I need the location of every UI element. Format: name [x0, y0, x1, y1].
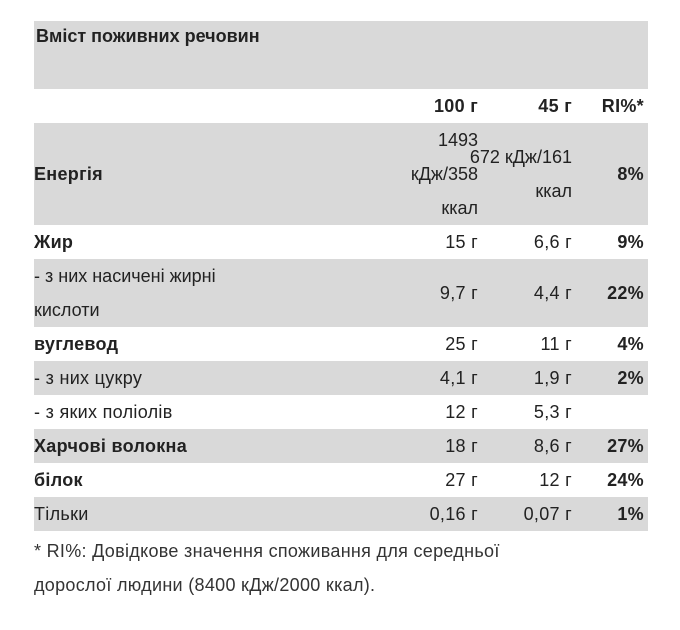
table-title: Вміст поживних речовин: [36, 26, 260, 46]
row-label: Енергія: [34, 164, 103, 184]
row-label: - з яких поліолів: [34, 402, 173, 422]
row-ri: 1%: [617, 504, 644, 524]
footnote-line2: дорослої людини (8400 кДж/2000 ккал).: [34, 575, 376, 595]
row-value-100g: 18 г: [445, 436, 478, 456]
row-value-45g: 12 г: [539, 470, 572, 490]
table-row-salt: Тільки 0,16 г 0,07 г 1%: [34, 497, 648, 531]
row-value-100g: 4,1 г: [439, 368, 478, 388]
row-label: Тільки: [34, 504, 89, 524]
row-value-45g: 1,9 г: [533, 368, 572, 388]
row-ri: 27%: [607, 436, 644, 456]
row-value-100g: 12 г: [445, 402, 478, 422]
row-ri: 24%: [607, 470, 644, 490]
header-45g: 45 г: [538, 96, 572, 116]
table-row-protein: білок 27 г 12 г 24%: [34, 463, 648, 497]
row-ri: 8%: [617, 164, 644, 184]
row-value-45g: 5,3 г: [533, 402, 572, 422]
energy-45g: 672 кДж/161 ккал: [470, 140, 572, 208]
footnote-line1: * RI%: Довідкове значення споживання для…: [34, 541, 500, 561]
row-label: - з них цукру: [34, 368, 143, 388]
table-row-fibre: Харчові волокна 18 г 8,6 г 27%: [34, 429, 648, 463]
row-value-45g: 0,07 г: [523, 504, 572, 524]
energy-100g-line3: ккал: [441, 198, 478, 218]
header-ri: RI%*: [601, 96, 644, 116]
row-label-line1: - з них насичені жирні: [34, 266, 216, 286]
row-ri: 9%: [617, 232, 644, 252]
row-value-45g: 6,6 г: [533, 232, 572, 252]
row-value-45g: 11 г: [540, 334, 572, 354]
table-header-row: 100 г 45 г RI%*: [34, 89, 648, 123]
table-row-saturated-fat: - з них насичені жирні кислоти 9,7 г 4,4…: [34, 259, 648, 327]
row-value-100g: 27 г: [445, 470, 478, 490]
row-value-45g: 8,6 г: [533, 436, 572, 456]
table-title-row: Вміст поживних речовин: [34, 21, 648, 89]
table-row-fat: Жир 15 г 6,6 г 9%: [34, 225, 648, 259]
row-label: - з них насичені жирні кислоти: [34, 259, 334, 327]
row-value-45g: 4,4 г: [533, 283, 572, 303]
row-label: Жир: [34, 232, 74, 252]
row-value-100g: 9,7 г: [439, 283, 478, 303]
nutrition-table: Вміст поживних речовин 100 г 45 г RI%* Е…: [34, 21, 648, 531]
table-row-polyols: - з яких поліолів 12 г 5,3 г: [34, 395, 648, 429]
table-row-energy: Енергія 1493 кДж/358 ккал 672 кДж/161 кк…: [34, 123, 648, 225]
footnote: * RI%: Довідкове значення споживання для…: [34, 534, 634, 602]
row-value-100g: 0,16 г: [429, 504, 478, 524]
row-label: білок: [34, 470, 83, 490]
energy-100g-line2: кДж/358: [410, 164, 478, 184]
table-row-carbohydrate: вуглевод 25 г 11 г 4%: [34, 327, 648, 361]
row-label: вуглевод: [34, 334, 119, 354]
row-ri: 4%: [617, 334, 644, 354]
header-100g: 100 г: [433, 96, 478, 116]
energy-45g-line2: ккал: [535, 181, 572, 201]
row-label: Харчові волокна: [34, 436, 188, 456]
row-ri: 22%: [607, 283, 644, 303]
energy-45g-line1: 672 кДж/161: [469, 147, 572, 167]
energy-100g: 1493 кДж/358 ккал: [411, 123, 478, 225]
table-row-sugars: - з них цукру 4,1 г 1,9 г 2%: [34, 361, 648, 395]
row-ri: 2%: [617, 368, 644, 388]
row-value-100g: 25 г: [445, 334, 478, 354]
energy-100g-line1: 1493: [437, 130, 478, 150]
row-value-100g: 15 г: [445, 232, 478, 252]
row-label-line2: кислоти: [34, 300, 100, 320]
